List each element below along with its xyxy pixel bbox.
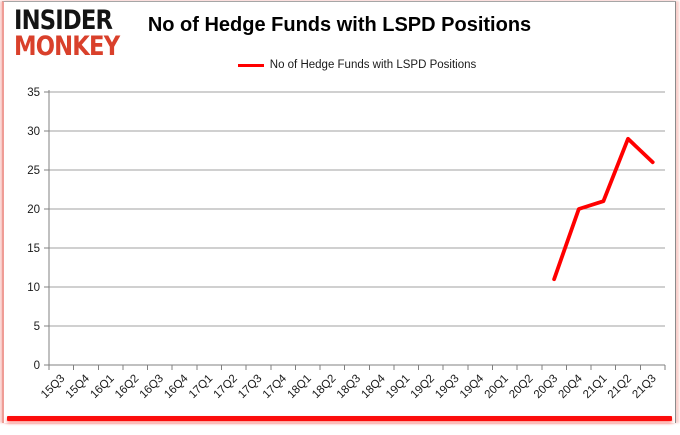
series-line <box>552 136 655 282</box>
x-axis-label: 16Q3 <box>138 373 166 401</box>
y-axis-label: 5 <box>34 321 40 333</box>
x-axis-label: 20Q3 <box>532 373 560 401</box>
x-axis-label: 20Q2 <box>507 373 535 401</box>
insider-monkey-logo: INSIDER MONKEY <box>14 5 139 62</box>
x-axis-label: 15Q4 <box>64 372 93 401</box>
x-axis-label: 21Q2 <box>606 373 634 401</box>
x-axis-label: 18Q2 <box>310 373 338 401</box>
x-axis-label: 18Q4 <box>359 372 388 401</box>
x-axis-label: 17Q3 <box>236 373 264 401</box>
x-axis-label: 21Q3 <box>630 373 658 401</box>
x-axis-label: 21Q1 <box>581 373 609 401</box>
x-axis-label: 18Q1 <box>285 373 313 401</box>
x-axis-label: 17Q4 <box>261 372 290 401</box>
x-axis-label: 18Q3 <box>335 373 363 401</box>
y-axis-label: 25 <box>27 165 40 177</box>
x-axis-label: 19Q2 <box>409 373 437 401</box>
y-axis-label: 30 <box>27 126 40 138</box>
logo-text-insider: INSIDER <box>14 5 113 36</box>
x-axis-label: 20Q4 <box>556 372 585 401</box>
line-chart: 0510152025303515Q315Q416Q116Q216Q316Q417… <box>27 87 666 401</box>
red-bottom-border <box>7 416 672 421</box>
x-axis-label: 16Q4 <box>162 372 191 401</box>
y-axis-label: 0 <box>34 360 40 372</box>
x-axis-label: 15Q3 <box>39 373 67 401</box>
chart-card: INSIDER MONKEY No of Hedge Funds with LS… <box>2 1 676 423</box>
x-axis-label: 19Q3 <box>433 373 461 401</box>
x-axis-label: 19Q1 <box>384 373 412 401</box>
legend-line-swatch <box>237 63 264 67</box>
x-axis-label: 19Q4 <box>458 372 487 401</box>
x-axis-label: 16Q2 <box>113 373 141 401</box>
y-axis-label: 10 <box>27 282 40 294</box>
legend: No of Hedge Funds with LSPD Positions <box>49 59 665 71</box>
chart-title: No of Hedge Funds with LSPD Positions <box>147 14 532 36</box>
x-axis-label: 17Q1 <box>187 373 215 401</box>
legend-label: No of Hedge Funds with LSPD Positions <box>269 59 477 71</box>
x-axis-label: 17Q2 <box>212 373 240 401</box>
y-axis-label: 15 <box>27 243 40 255</box>
y-axis-label: 20 <box>27 204 40 216</box>
logo-text-monkey: MONKEY <box>14 30 120 62</box>
y-axis-label: 35 <box>27 87 40 99</box>
x-axis-label: 20Q1 <box>483 373 511 401</box>
x-axis-label: 16Q1 <box>88 373 116 401</box>
